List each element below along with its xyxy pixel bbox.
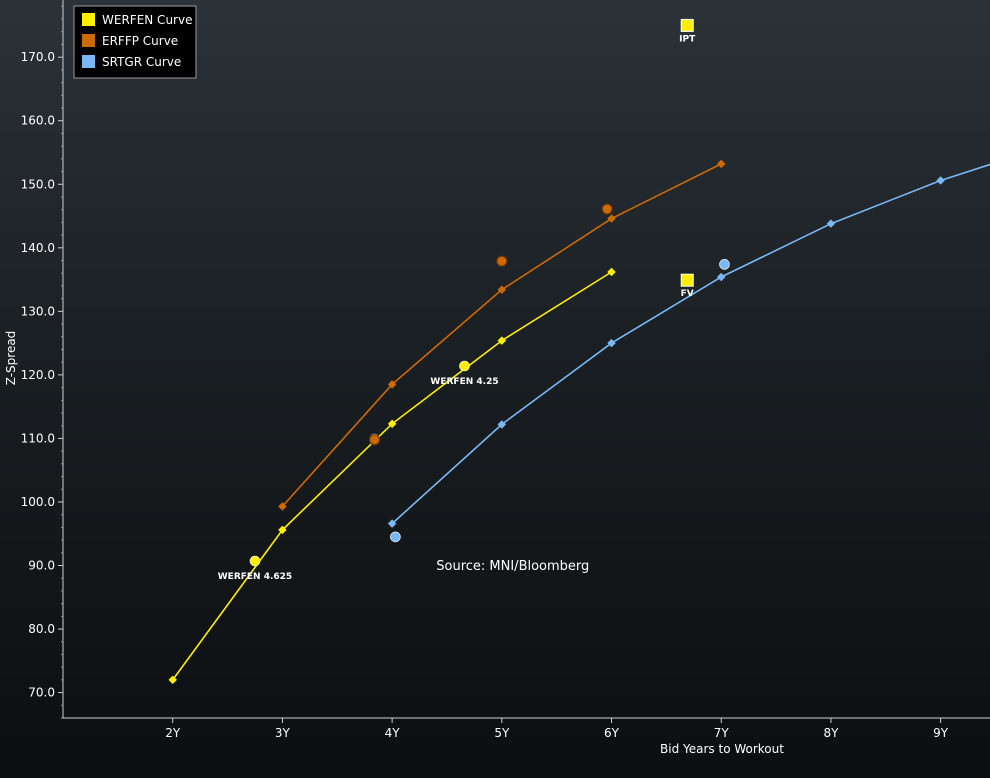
y-tick-label: 150.0 (21, 177, 55, 191)
series-line (172, 271, 612, 681)
legend-swatch (82, 13, 95, 26)
bond-point (368, 434, 381, 446)
bond-point (459, 360, 470, 372)
x-tick-label: 3Y (275, 726, 291, 740)
y-tick-label: 110.0 (21, 431, 55, 445)
y-tick-label: 90.0 (28, 559, 55, 573)
y-tick-label: 160.0 (21, 114, 55, 128)
series-srtgr-curve (387, 163, 990, 543)
curve-point (497, 336, 507, 345)
series-line (391, 163, 990, 525)
curve-point (278, 502, 287, 511)
series-werfen-curve: WERFEN 4.625 WERFEN 4.25 (168, 267, 616, 685)
series-erffp-curve (278, 159, 726, 511)
curve-point (607, 338, 616, 348)
x-tick-label: 9Y (933, 726, 949, 740)
axes: 70.0 80.0 90.0 100.0 110.0 120.0 130.0 140.0 150… (4, 0, 990, 756)
bond-point (719, 259, 730, 270)
curve-point (716, 272, 726, 282)
y-axis-title: Z-Spread (4, 331, 18, 386)
curve-point (497, 285, 507, 295)
curve-point (387, 380, 397, 389)
curve-point (278, 525, 287, 535)
bond-label: WERFEN 4.25 (430, 377, 498, 387)
legend-entry: SRTGR Curve (102, 55, 181, 69)
legend-entry: ERFFP Curve (102, 34, 178, 48)
marker-label: IPT (679, 34, 696, 44)
x-tick-label: 5Y (494, 726, 510, 740)
series-line (281, 163, 722, 507)
marker-square (680, 273, 694, 287)
curve-point (936, 176, 945, 185)
x-tick-label: 6Y (604, 726, 620, 740)
curve-point (387, 519, 397, 528)
series-layer: WERFEN 4.625 WERFEN 4.25 (168, 159, 990, 685)
bond-point (496, 255, 508, 267)
x-tick-label: 7Y (714, 726, 730, 740)
source-annotation: Source: MNI/Bloomberg (436, 559, 589, 574)
y-tick-label: 80.0 (28, 622, 55, 636)
x-tick-label: 4Y (385, 726, 401, 740)
y-tick-label: 120.0 (21, 368, 55, 382)
curve-point (607, 214, 616, 223)
curve-point (826, 219, 836, 229)
legend-swatch (82, 34, 95, 47)
curve-point (716, 159, 726, 169)
curve-point (497, 420, 507, 429)
curve-point (168, 675, 178, 685)
marker-square (680, 18, 694, 32)
y-tick-label: 70.0 (28, 686, 55, 700)
x-tick-label: 2Y (165, 726, 181, 740)
curve-point (387, 419, 397, 429)
legend-swatch (82, 55, 95, 68)
bond-point (390, 531, 401, 543)
bond-point (249, 555, 261, 567)
y-tick-label: 100.0 (21, 495, 55, 509)
marker-label: FV (681, 289, 694, 299)
x-axis-title: Bid Years to Workout (660, 742, 784, 756)
y-tick-label: 170.0 (21, 50, 55, 64)
y-tick-label: 140.0 (21, 241, 55, 255)
bond-label: WERFEN 4.625 (218, 572, 292, 582)
legend: WERFEN Curve ERFFP Curve SRTGR Curve (73, 5, 197, 79)
legend-entry: WERFEN Curve (102, 13, 192, 27)
x-tick-label: 8Y (823, 726, 839, 740)
bond-point (601, 203, 613, 215)
annotation-layer: IPT FV Source: MNI/Bloomberg (436, 18, 696, 574)
y-tick-label: 130.0 (21, 304, 55, 318)
curve-point (607, 267, 616, 277)
